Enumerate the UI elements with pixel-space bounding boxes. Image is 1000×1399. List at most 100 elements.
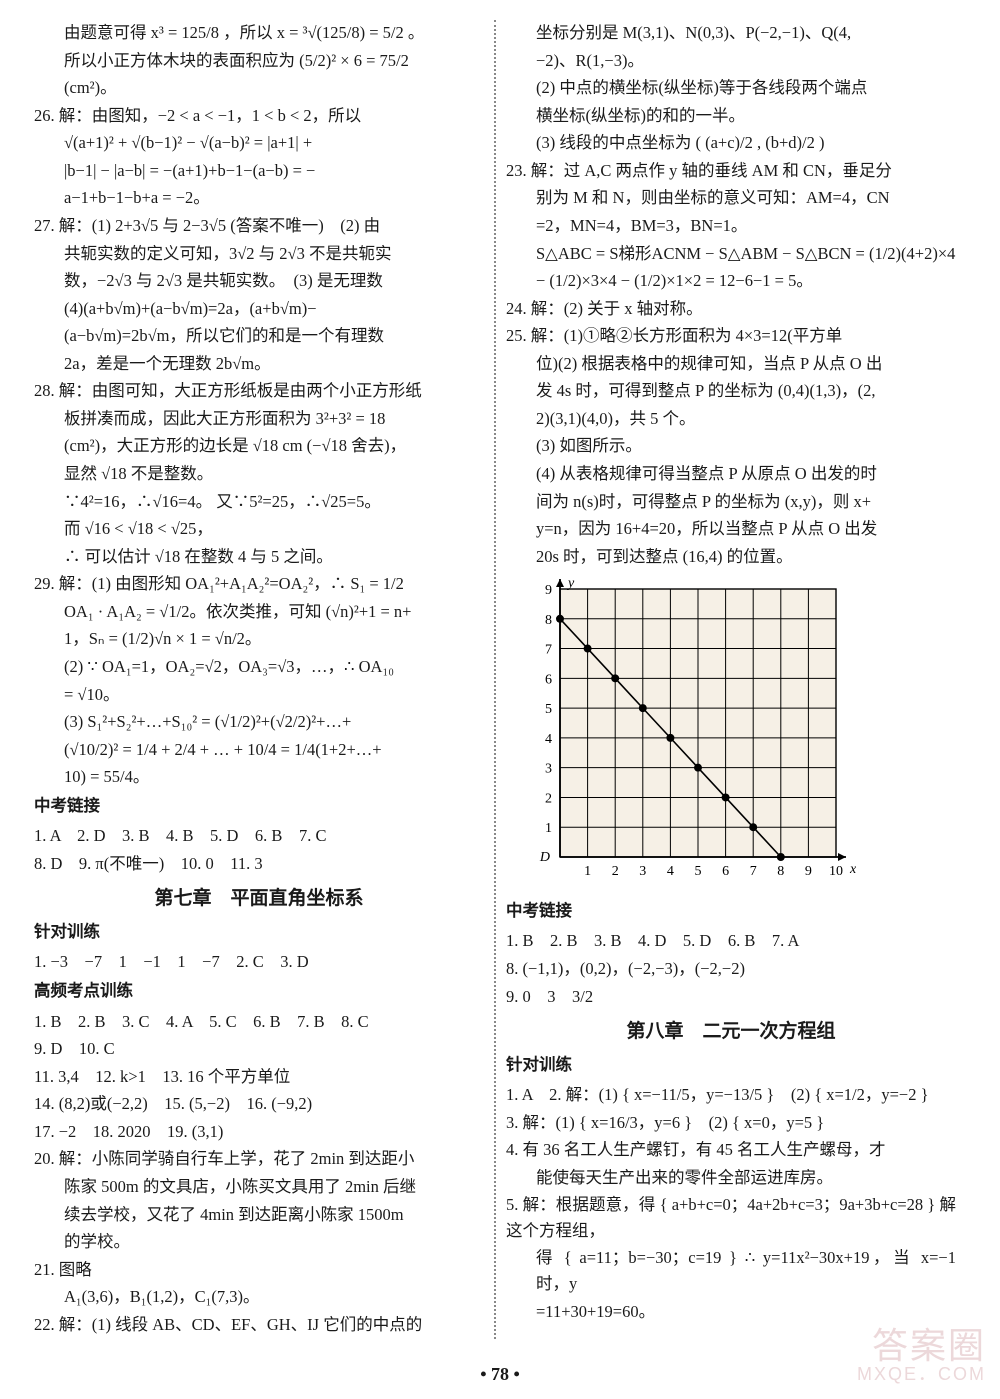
body-text: 由题意可得 x³ = 125/8 ，所以 x = ³√(125/8) = 5/2… [34, 20, 484, 46]
left-column: 由题意可得 x³ = 125/8 ，所以 x = ³√(125/8) = 5/2… [28, 20, 490, 1339]
q26-line: a−1+b−1−b+a = −2。 [34, 185, 484, 211]
q22-line: 22. 解：(1) 线段 AB、CD、EF、GH、IJ 它们的中点的 [34, 1312, 484, 1338]
q26-line: |b−1| − |a−b| = −(a+1)+b−1−(a−b) = − [34, 158, 484, 184]
q25-line: 间为 n(s)时，可得整点 P 的坐标为 (x,y)，则 x+ [506, 489, 956, 515]
q23-line: − (1/2)×3×4 − (1/2)×1×2 = 12−6−1 = 5。 [506, 268, 956, 294]
answer-row: 9. D 10. C [34, 1036, 484, 1062]
q27-line: 27. 解：(1) 2+3√5 与 2−3√5 (答案不唯一) (2) 由 [34, 213, 484, 239]
q27-line: 共轭实数的定义可知，3√2 与 2√3 不是共轭实 [34, 241, 484, 267]
q27-line: 数，−2√3 与 2√3 是共轭实数。 (3) 是无理数 [34, 268, 484, 294]
svg-text:D: D [539, 850, 550, 865]
q29-line: OA₁ · A₁A₂ = √1/2。依次类推，可知 (√n)²+1 = n+ [34, 599, 484, 625]
body-text: 横坐标(纵坐标)的和的一半。 [506, 103, 956, 129]
answer-row: 1. −3 −7 1 −1 1 −7 2. C 3. D [34, 949, 484, 975]
coordinate-chart: 12345678910123456789Dxy [526, 575, 956, 893]
q25-line: (3) 如图所示。 [506, 433, 956, 459]
answer-row: 1. A 2. 解：(1) { x=−11/5，y=−13/5 } (2) { … [506, 1082, 956, 1108]
svg-text:9: 9 [545, 583, 552, 598]
svg-text:8: 8 [777, 864, 784, 879]
svg-text:5: 5 [695, 864, 702, 879]
q27-line: (4)(a+b√m)+(a−b√m)=2a，(a+b√m)− [34, 296, 484, 322]
answer-row: 3. 解：(1) { x=16/3，y=6 } (2) { x=0，y=5 } [506, 1110, 956, 1136]
q25-line: (4) 从表格规律可得当整点 P 从原点 O 出发的时 [506, 461, 956, 487]
q21-line: A₁(3,6)，B₁(1,2)，C₁(7,3)。 [34, 1284, 484, 1310]
answer-row: 14. (8,2)或(−2,2) 15. (5,−2) 16. (−9,2) [34, 1091, 484, 1117]
q28-line: 显然 √18 不是整数。 [34, 461, 484, 487]
q28-line: 28. 解：由图可知，大正方形纸板是由两个小正方形纸 [34, 378, 484, 404]
svg-text:x: x [849, 862, 856, 877]
svg-text:2: 2 [612, 864, 619, 879]
svg-text:5: 5 [545, 702, 552, 717]
q29-line: 1，Sₙ = (1/2)√n × 1 = √n/2。 [34, 626, 484, 652]
q23-line: 23. 解：过 A,C 两点作 y 轴的垂线 AM 和 CN，垂足分 [506, 158, 956, 184]
svg-text:4: 4 [667, 864, 674, 879]
svg-text:8: 8 [545, 613, 552, 628]
page-container: 由题意可得 x³ = 125/8 ，所以 x = ³√(125/8) = 5/2… [0, 0, 1000, 1379]
section-heading: 中考链接 [34, 794, 484, 820]
q5-line: =11+30+19=60。 [506, 1299, 956, 1325]
chapter-heading: 第八章 二元一次方程组 [506, 1017, 956, 1046]
answer-row: 8. D 9. π(不唯一) 10. 0 11. 3 [34, 851, 484, 877]
q23-line: S△ABC = S梯形ACNM − S△ABM − S△BCN = (1/2)(… [506, 241, 956, 267]
q29-line: = √10。 [34, 682, 484, 708]
q28-line: 而 √16 < √18 < √25， [34, 516, 484, 542]
svg-text:9: 9 [805, 864, 812, 879]
q25-line: y=n，因为 16+4=20，所以当整点 P 从点 O 出发 [506, 516, 956, 542]
q4-line: 能使每天生产出来的零件全部运进库房。 [506, 1165, 956, 1191]
body-text: (3) 线段的中点坐标为 ( (a+c)/2 , (b+d)/2 ) [506, 130, 956, 156]
svg-text:3: 3 [545, 762, 552, 777]
svg-text:3: 3 [639, 864, 646, 879]
answer-row: 17. −2 18. 2020 19. (3,1) [34, 1119, 484, 1145]
body-text: −2)、R(1,−3)。 [506, 48, 956, 74]
svg-text:y: y [566, 576, 575, 591]
svg-text:2: 2 [545, 792, 552, 807]
q25-line: 发 4s 时，可得到整点 P 的坐标为 (0,4)(1,3)，(2, [506, 378, 956, 404]
svg-text:10: 10 [829, 864, 843, 879]
answer-row: 9. 0 3 3/2 [506, 984, 956, 1010]
answer-row: 8. (−1,1)，(0,2)，(−2,−3)，(−2,−2) [506, 956, 956, 982]
svg-text:1: 1 [584, 864, 591, 879]
answer-row: 11. 3,4 12. k>1 13. 16 个平方单位 [34, 1064, 484, 1090]
svg-text:1: 1 [545, 821, 552, 836]
q26-line: √(a+1)² + √(b−1)² − √(a−b)² = |a+1| + [34, 130, 484, 156]
q20-line: 续去学校，又花了 4min 到达距离小陈家 1500m [34, 1202, 484, 1228]
q26-line: 26. 解：由图知，−2 < a < −1，1 < b < 2，所以 [34, 103, 484, 129]
answer-row: 1. B 2. B 3. B 4. D 5. D 6. B 7. A [506, 928, 956, 954]
answer-row: 1. B 2. B 3. C 4. A 5. C 6. B 7. B 8. C [34, 1009, 484, 1035]
q23-line: 别为 M 和 N，则由坐标的意义可知：AM=4，CN [506, 185, 956, 211]
section-heading: 针对训练 [34, 920, 484, 946]
body-text: (2) 中点的横坐标(纵坐标)等于各线段两个端点 [506, 75, 956, 101]
svg-text:4: 4 [545, 732, 552, 747]
q4-line: 4. 有 36 名工人生产螺钉，有 45 名工人生产螺母，才 [506, 1137, 956, 1163]
q28-line: 板拼凑而成，因此大正方形面积为 3²+3² = 18 [34, 406, 484, 432]
q27-line: 2a，差是一个无理数 2b√m。 [34, 351, 484, 377]
svg-text:7: 7 [750, 864, 757, 879]
q29-line: (3) S₁²+S₂²+…+S₁₀² = (√1/2)²+(√2/2)²+…+ [34, 709, 484, 735]
q25-line: 位)(2) 根据表格中的规律可知，当点 P 从点 O 出 [506, 351, 956, 377]
svg-text:7: 7 [545, 643, 552, 658]
section-heading: 针对训练 [506, 1053, 956, 1079]
q29-line: (√10/2)² = 1/4 + 2/4 + … + 10/4 = 1/4(1+… [34, 737, 484, 763]
section-heading: 中考链接 [506, 899, 956, 925]
q25-line: 2)(3,1)(4,0)，共 5 个。 [506, 406, 956, 432]
section-heading: 高频考点训练 [34, 979, 484, 1005]
q5-line: 得 { a=11；b=−30；c=19 } ∴ y=11x²−30x+19，当 … [506, 1245, 956, 1296]
column-divider [494, 20, 496, 1339]
chart-svg: 12345678910123456789Dxy [526, 575, 856, 885]
q28-line: ∵4²=16，∴√16=4。 又∵5²=25，∴√25=5。 [34, 489, 484, 515]
right-column: 坐标分别是 M(3,1)、N(0,3)、P(−2,−1)、Q(4, −2)、R(… [500, 20, 962, 1339]
q21-line: 21. 图略 [34, 1257, 484, 1283]
q28-line: (cm²)，大正方形的边长是 √18 cm (−√18 舍去)， [34, 433, 484, 459]
q5-line: 5. 解：根据题意，得 { a+b+c=0；4a+2b+c=3；9a+3b+c=… [506, 1192, 956, 1243]
page-number: • 78 • [0, 1361, 1000, 1389]
answer-row: 1. A 2. D 3. B 4. B 5. D 6. B 7. C [34, 823, 484, 849]
svg-text:6: 6 [545, 673, 552, 688]
q20-line: 20. 解：小陈同学骑自行车上学，花了 2min 到达距小 [34, 1146, 484, 1172]
q23-line: =2，MN=4，BM=3，BN=1。 [506, 213, 956, 239]
q20-line: 陈家 500m 的文具店，小陈买文具用了 2min 后继 [34, 1174, 484, 1200]
chapter-heading: 第七章 平面直角坐标系 [34, 884, 484, 913]
body-text: (cm²)。 [34, 75, 484, 101]
q20-line: 的学校。 [34, 1229, 484, 1255]
q25-line: 25. 解：(1)①略②长方形面积为 4×3=12(平方单 [506, 323, 956, 349]
q27-line: (a−b√m)=2b√m，所以它们的和是一个有理数 [34, 323, 484, 349]
